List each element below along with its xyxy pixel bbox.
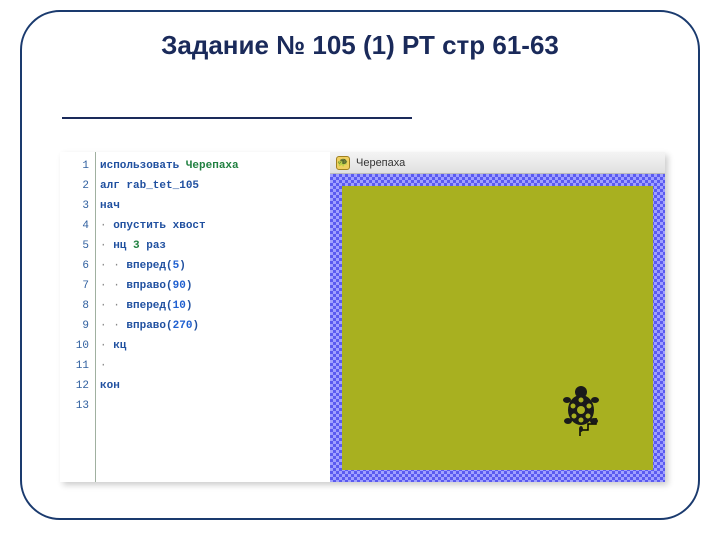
code-token: кон [100,380,120,392]
code-line[interactable]: · нц 3 раз [100,236,330,256]
code-line[interactable]: кон [100,376,330,396]
code-token: 10 [173,300,186,312]
code-line[interactable] [100,396,330,416]
slide-title: Задание № 105 (1) РТ стр 61-63 [22,30,698,61]
code-line[interactable]: · · вперед(5) [100,256,330,276]
code-token: раз [140,240,166,252]
line-number: 9 [60,316,95,336]
code-token: использовать [100,160,186,172]
line-number: 6 [60,256,95,276]
code-line[interactable]: использовать Черепаха [100,156,330,176]
code-token: ( [166,260,173,272]
code-token: вправо [126,280,166,292]
code-token: · · [100,280,126,292]
code-token: · [100,360,113,372]
code-token: ( [166,320,173,332]
code-line[interactable]: · [100,356,330,376]
code-token: rab_tet_105 [126,180,199,192]
line-number: 2 [60,176,95,196]
line-number: 12 [60,376,95,396]
code-token: ) [186,300,193,312]
code-line[interactable]: · · вправо(90) [100,276,330,296]
code-token: нц [113,240,133,252]
line-number: 4 [60,216,95,236]
code-token: вперед [126,300,166,312]
code-token: 270 [173,320,193,332]
line-number: 1 [60,156,95,176]
turtle-window: 🐢 Черепаха [330,152,665,482]
code-token: алг [100,180,126,192]
code-token: нач [100,200,120,212]
code-token: 90 [173,280,186,292]
code-token: 3 [133,240,140,252]
turtle-app-icon: 🐢 [336,156,350,170]
line-number: 7 [60,276,95,296]
ide-screenshot: 12345678910111213 использовать Черепахаа… [60,152,665,482]
code-token: ) [186,280,193,292]
code-line[interactable]: алг rab_tet_105 [100,176,330,196]
code-token: · [100,220,113,232]
code-editor-pane: 12345678910111213 использовать Черепахаа… [60,152,330,482]
code-token: опустить хвост [113,220,205,232]
code-token: · [100,340,113,352]
line-number: 8 [60,296,95,316]
code-line[interactable]: · кц [100,336,330,356]
code-token: ( [166,300,173,312]
code-line[interactable]: · · вперед(10) [100,296,330,316]
code-token: Черепаха [186,160,239,172]
line-number: 11 [60,356,95,376]
code-token: кц [113,340,126,352]
turtle-sprite-icon [560,384,602,432]
code-body[interactable]: использовать Черепахаалг rab_tet_105нач·… [96,152,330,482]
code-token: ) [192,320,199,332]
code-token: · · [100,320,126,332]
line-number: 5 [60,236,95,256]
code-token: вправо [126,320,166,332]
line-number: 3 [60,196,95,216]
line-number: 10 [60,336,95,356]
line-number-gutter: 12345678910111213 [60,152,96,482]
turtle-titlebar: 🐢 Черепаха [330,152,665,174]
canvas-border [330,174,665,482]
code-token: вперед [126,260,166,272]
trail-svg [342,186,653,470]
turtle-window-title: Черепаха [356,157,405,169]
slide-frame: Задание № 105 (1) РТ стр 61-63 123456789… [20,10,700,520]
code-line[interactable]: · опустить хвост [100,216,330,236]
code-token: · · [100,300,126,312]
code-token: · · [100,260,126,272]
code-line[interactable]: нач [100,196,330,216]
turtle-canvas [342,186,653,470]
title-underline [62,117,412,119]
code-token: · [100,240,113,252]
code-line[interactable]: · · вправо(270) [100,316,330,336]
code-token: ) [179,260,186,272]
code-token: ( [166,280,173,292]
line-number: 13 [60,396,95,416]
